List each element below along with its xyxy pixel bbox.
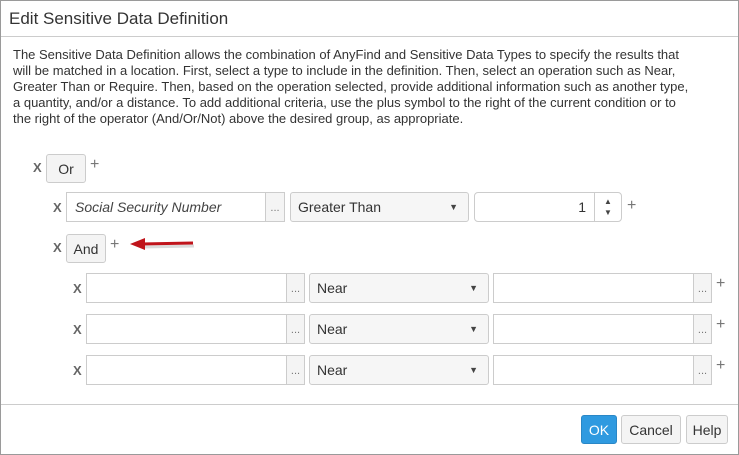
type-input[interactable]: Social Security Number (66, 192, 266, 222)
operation-value: Near (317, 280, 348, 296)
chevron-down-icon: ▼ (469, 365, 478, 375)
operation-select[interactable]: Greater Than ▼ (290, 192, 469, 222)
value-input[interactable] (493, 273, 694, 303)
add-condition-icon[interactable]: + (627, 197, 637, 214)
operation-value: Near (317, 362, 348, 378)
add-row-icon[interactable]: + (716, 357, 726, 374)
decrement-icon[interactable]: ▼ (604, 208, 612, 217)
add-to-and-icon[interactable]: + (110, 236, 120, 253)
operation-select[interactable]: Near ▼ (309, 355, 489, 385)
dialog-title: Edit Sensitive Data Definition (9, 9, 229, 28)
divider (1, 36, 738, 37)
quantity-stepper[interactable]: 1 ▲ ▼ (474, 192, 622, 222)
operation-value: Greater Than (298, 199, 382, 215)
remove-condition-icon[interactable]: X (53, 200, 62, 215)
value-input[interactable] (493, 314, 694, 344)
type-input[interactable] (86, 355, 287, 385)
value-browse-button[interactable]: ... (693, 273, 712, 303)
red-arrow-annotation-icon (130, 238, 195, 250)
type-browse-button[interactable]: ... (286, 273, 305, 303)
increment-icon[interactable]: ▲ (604, 197, 612, 206)
add-to-or-icon[interactable]: + (90, 156, 100, 173)
add-row-icon[interactable]: + (716, 275, 726, 292)
type-browse-button[interactable]: ... (286, 314, 305, 344)
footer-divider (1, 404, 738, 405)
value-browse-button[interactable]: ... (693, 314, 712, 344)
remove-or-icon[interactable]: X (33, 160, 42, 175)
description: The Sensitive Data Definition allows the… (13, 47, 689, 126)
help-button[interactable]: Help (686, 415, 728, 444)
type-browse-button[interactable]: ... (265, 192, 285, 222)
chevron-down-icon: ▼ (449, 202, 458, 212)
ok-button[interactable]: OK (581, 415, 617, 444)
add-row-icon[interactable]: + (716, 316, 726, 333)
cancel-button[interactable]: Cancel (621, 415, 681, 444)
type-input[interactable] (86, 273, 287, 303)
chevron-down-icon: ▼ (469, 283, 478, 293)
operation-select[interactable]: Near ▼ (309, 273, 489, 303)
remove-row-icon[interactable]: X (73, 322, 82, 337)
remove-row-icon[interactable]: X (73, 281, 82, 296)
quantity-value: 1 (578, 199, 586, 215)
value-browse-button[interactable]: ... (693, 355, 712, 385)
type-input[interactable] (86, 314, 287, 344)
operation-value: Near (317, 321, 348, 337)
remove-row-icon[interactable]: X (73, 363, 82, 378)
and-operator-button[interactable]: And (66, 234, 106, 263)
operation-select[interactable]: Near ▼ (309, 314, 489, 344)
chevron-down-icon: ▼ (469, 324, 478, 334)
remove-and-icon[interactable]: X (53, 240, 62, 255)
type-browse-button[interactable]: ... (286, 355, 305, 385)
value-input[interactable] (493, 355, 694, 385)
or-operator-button[interactable]: Or (46, 154, 86, 183)
